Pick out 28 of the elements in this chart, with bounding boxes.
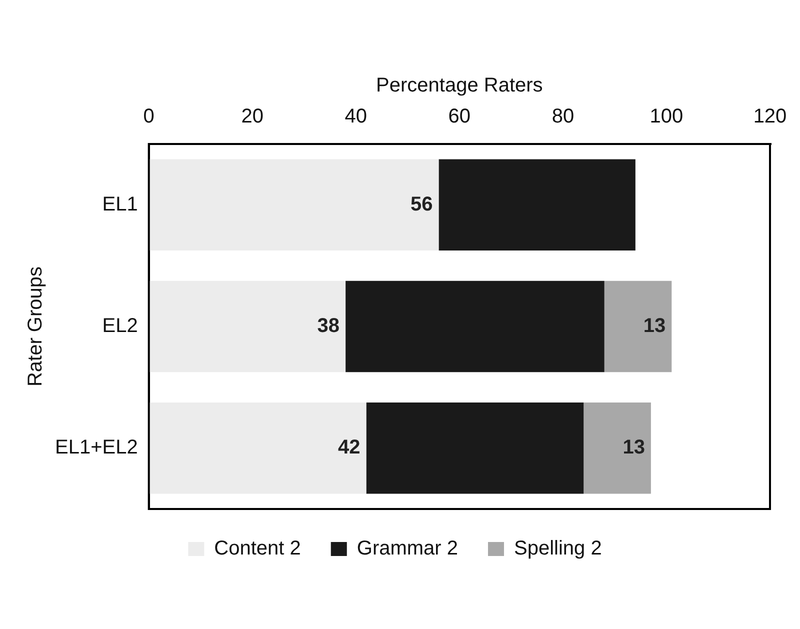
- bar: [604, 280, 672, 372]
- legend-label: Content 2: [214, 538, 301, 560]
- data-label: 56: [410, 193, 433, 216]
- y-tick-label: EL2: [102, 315, 138, 338]
- legend-label: Spelling 2: [514, 538, 602, 560]
- y-tick-label: EL1: [102, 193, 138, 216]
- x-tick-label: 60: [448, 106, 471, 128]
- x-axis-title: Percentage Raters: [376, 74, 543, 97]
- bar: [438, 159, 636, 250]
- x-tick-label: 0: [143, 106, 154, 128]
- y-tick-label: EL1+EL2: [54, 436, 138, 459]
- y-axis-title: Rater Groups: [24, 266, 47, 387]
- x-tick-label: 40: [344, 106, 368, 128]
- bar: [366, 402, 584, 494]
- data-label: 13: [643, 315, 666, 338]
- bar: [148, 402, 366, 494]
- x-tick-label: 100: [650, 106, 684, 128]
- bar: [346, 280, 604, 372]
- data-label: 38: [317, 315, 340, 338]
- x-tick-label: 120: [753, 106, 787, 128]
- data-label: 13: [622, 436, 645, 459]
- legend-label: Grammar 2: [356, 538, 458, 560]
- x-tick-label: 20: [241, 106, 264, 128]
- data-label: 42: [338, 436, 360, 459]
- bar: [584, 402, 651, 494]
- bar: [148, 280, 346, 372]
- bar: [148, 159, 439, 250]
- x-tick-label: 80: [552, 106, 574, 128]
